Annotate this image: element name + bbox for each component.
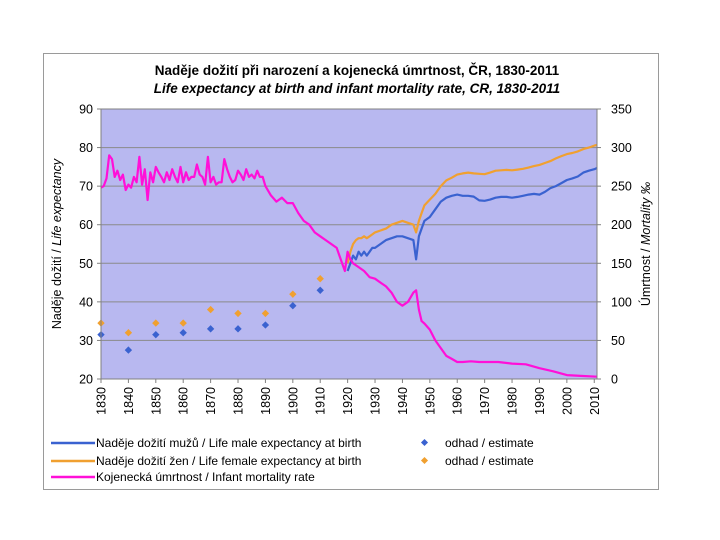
x-axis: 1830 1840 1850 1860 1870 1880 1890 1900 1910 1920… (95, 379, 602, 415)
estimate-point (261, 321, 270, 329)
estimate-point (179, 319, 187, 327)
estimate-point (289, 290, 297, 298)
x-tick-label: 2000 (560, 387, 574, 415)
y2-tick-label: 250 (611, 180, 632, 194)
chart-subtitle: Life expectancy at birth and infant mort… (154, 81, 560, 96)
chart-title: Naděje dožití při narození a kojenecká ú… (155, 63, 560, 78)
y-tick-label: 30 (79, 334, 93, 348)
y2-axis-label-normal: Úmrtnost / (638, 245, 653, 306)
estimate-point (316, 286, 324, 294)
x-tick-label: 1920 (341, 387, 355, 415)
chart-frame: Naděje dožití při narození a kojenecká ú… (43, 53, 659, 490)
x-tick-label: 1970 (478, 387, 492, 415)
estimate-point (206, 325, 215, 333)
x-tick-label: 1870 (204, 387, 218, 415)
estimate-point (124, 346, 133, 354)
y-tick-label: 80 (79, 141, 93, 155)
estimate-point (234, 309, 242, 318)
x-tick-label: 2010 (588, 387, 602, 415)
x-tick-label: 1860 (177, 387, 191, 415)
x-tick-label: 1850 (149, 387, 163, 415)
series-points-est-male (97, 286, 324, 354)
estimate-point (124, 329, 133, 337)
chart-svg: Naděje dožití při narození a kojenecká ú… (50, 63, 653, 484)
data-series (97, 143, 598, 378)
legend: Naděje dožití mužů / Life male expectanc… (51, 436, 534, 484)
x-tick-label: 1990 (533, 387, 547, 415)
y2-tick-label: 300 (611, 141, 632, 155)
y2-tick-label: 100 (611, 295, 632, 309)
y-tick-label: 60 (79, 218, 93, 232)
x-tick-label: 1910 (314, 387, 328, 415)
y-axis-label-normal: Naděje dožití / (50, 246, 64, 329)
x-tick-label: 1940 (396, 387, 410, 415)
series-line-infant (100, 154, 598, 378)
y-tick-label: 40 (79, 295, 93, 309)
y-tick-label: 90 (79, 103, 93, 117)
estimate-point (234, 325, 242, 333)
x-tick-label: 1950 (423, 387, 437, 415)
y-tick-label: 20 (79, 373, 93, 387)
estimate-point (179, 329, 187, 337)
y-tick-label: 50 (79, 257, 93, 271)
legend-marker-est-female (420, 456, 429, 465)
legend-label-male: Naděje dožití mužů / Life male expectanc… (96, 436, 361, 450)
y-axis-right: 0 50 100 150 200 250 300 350 (597, 103, 632, 387)
x-tick-label: 1880 (232, 387, 246, 415)
x-tick-label: 1900 (286, 387, 300, 415)
x-tick-label: 1840 (122, 387, 136, 415)
y2-axis-label-italic: Mortality ‰ (639, 181, 653, 245)
plot-border (100, 108, 598, 380)
series-line-female (346, 143, 598, 264)
y2-axis-label: Úmrtnost / Mortality ‰ (638, 181, 653, 306)
plot-area (101, 109, 597, 379)
y-axis-label: Naděje dožití / Life expectancy (50, 158, 64, 329)
x-tick-label: 1830 (95, 387, 109, 415)
y2-tick-label: 200 (611, 218, 632, 232)
x-tick-label: 1890 (259, 387, 273, 415)
y-axis-left: 20 30 40 50 60 70 80 90 (79, 103, 101, 387)
y2-tick-label: 50 (611, 334, 625, 348)
y-tick-label: 70 (79, 180, 93, 194)
x-tick-label: 1980 (506, 387, 520, 415)
legend-label-est-female: odhad / estimate (445, 454, 534, 468)
y2-tick-label: 150 (611, 257, 632, 271)
gridlines (101, 108, 597, 380)
x-tick-label: 1930 (369, 387, 383, 415)
y2-tick-label: 0 (611, 373, 618, 387)
y-axis-label-italic: Life expectancy (50, 158, 64, 246)
legend-label-infant: Kojenecká úmrtnost / Infant mortality ra… (96, 470, 315, 484)
legend-label-est-male: odhad / estimate (445, 436, 534, 450)
legend-marker-est-male (420, 438, 429, 447)
legend-label-female: Naděje dožití žen / Life female expectan… (96, 454, 361, 468)
y2-tick-label: 350 (611, 103, 632, 117)
series-line-male (346, 166, 598, 272)
x-tick-label: 1960 (451, 387, 465, 415)
